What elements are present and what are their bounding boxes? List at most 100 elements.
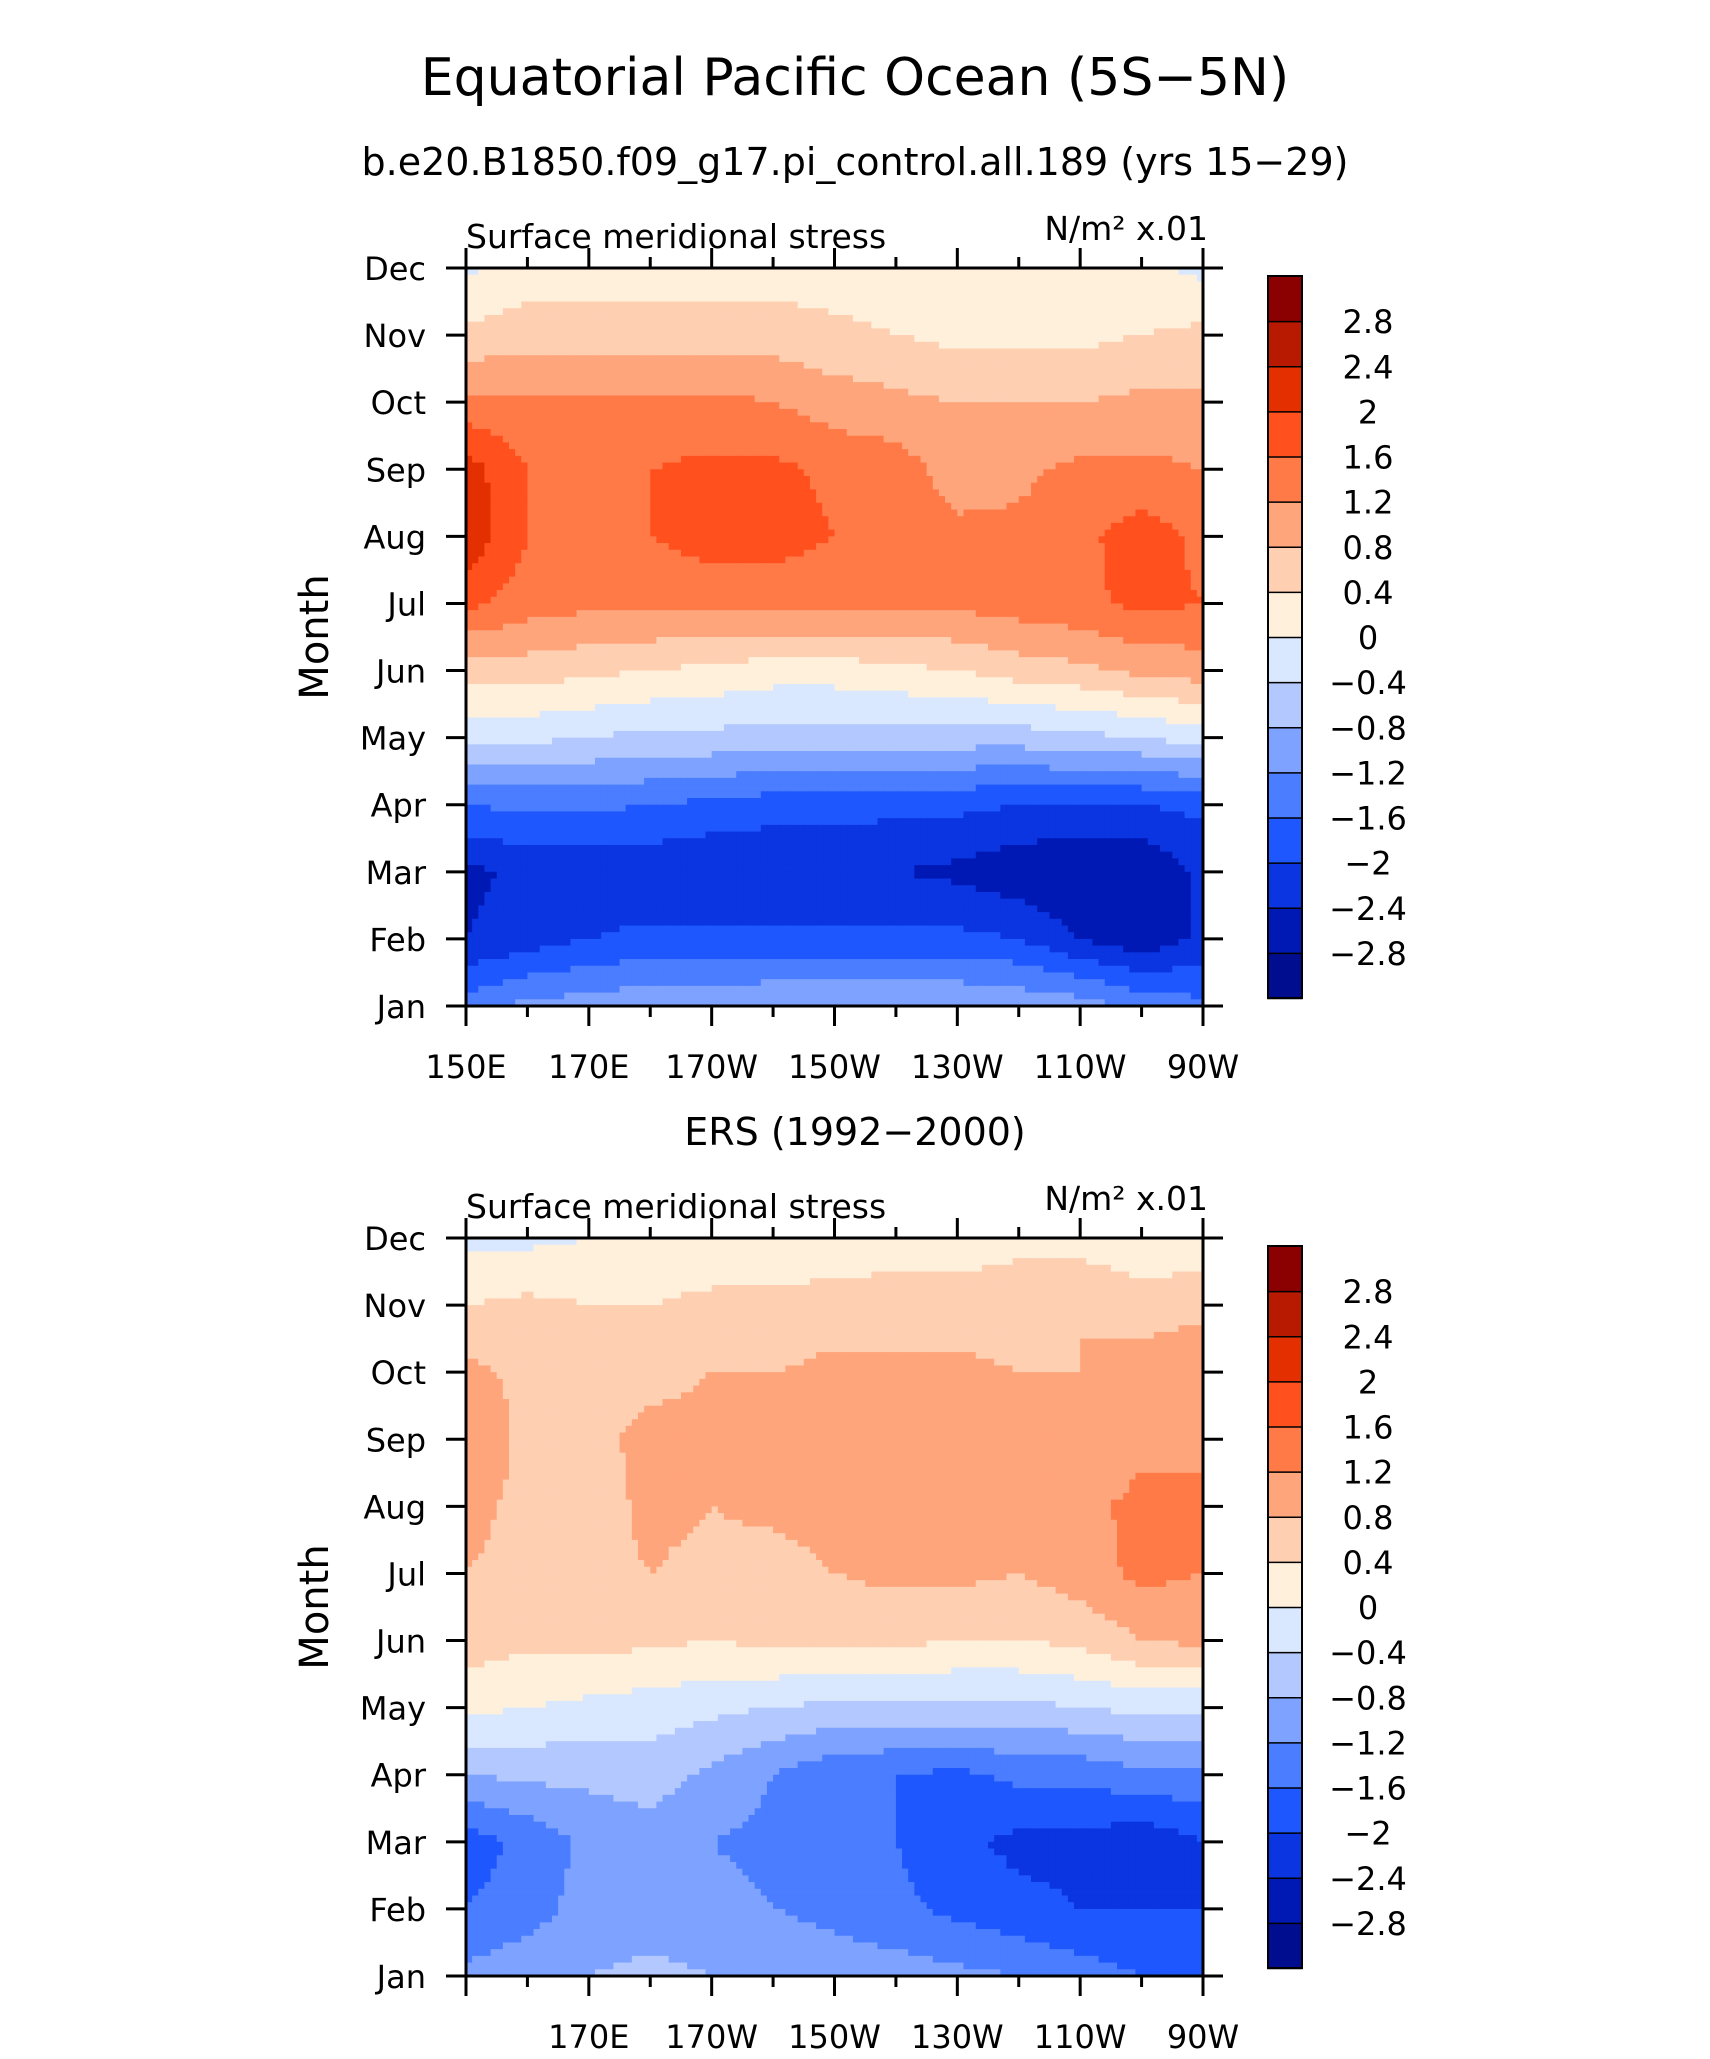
contour-cell [957, 315, 964, 322]
contour-cell [534, 295, 541, 302]
contour-cell [976, 308, 983, 315]
contour-cell [1086, 275, 1093, 282]
contour-cell [1086, 288, 1093, 295]
contour-cell [534, 308, 541, 315]
contour-cell [963, 322, 970, 329]
contour-cell [1086, 308, 1093, 315]
contour-cell [497, 302, 504, 309]
contour-cell [1117, 288, 1124, 295]
contour-cell [1160, 281, 1167, 288]
contour-cell [951, 295, 958, 302]
contour-cell [773, 275, 780, 282]
contour-cell [785, 288, 792, 295]
contour-cell [914, 322, 921, 329]
contour-cell [1019, 308, 1026, 315]
contour-cell [681, 288, 688, 295]
contour-cell [908, 288, 915, 295]
contour-cell [601, 288, 608, 295]
contour-cell [994, 288, 1001, 295]
contour-cell [515, 328, 522, 335]
contour-cell [816, 281, 823, 288]
contour-cell [730, 302, 737, 309]
contour-cell [509, 275, 516, 282]
contour-cell [1025, 315, 1032, 322]
contour-cell [963, 275, 970, 282]
contour-cell [957, 308, 964, 315]
contour-cell [853, 281, 860, 288]
contour-cell [951, 275, 958, 282]
contour-cell [736, 288, 743, 295]
contour-cell [675, 275, 682, 282]
contour-cell [570, 288, 577, 295]
contour-cell [982, 295, 989, 302]
contour-cell [1166, 322, 1173, 329]
contour-cell [896, 281, 903, 288]
contour-cell [1092, 281, 1099, 288]
contour-cell [920, 275, 927, 282]
contour-cell [1178, 281, 1185, 288]
contour-cell [1092, 288, 1099, 295]
contour-cell [589, 302, 596, 309]
contour-cell [908, 308, 915, 315]
contour-cell [920, 315, 927, 322]
contour-cell [1148, 281, 1155, 288]
contour-cell [558, 302, 565, 309]
contour-cell [613, 315, 620, 322]
contour-cell [865, 302, 872, 309]
contour-cell [699, 302, 706, 309]
contour-cell [650, 322, 657, 329]
contour-cell [933, 308, 940, 315]
contour-cell [1191, 315, 1198, 322]
contour-cell [509, 315, 516, 322]
contour-cell [497, 275, 504, 282]
contour-cell [626, 281, 633, 288]
contour-cell [1172, 275, 1179, 282]
contour-cell [761, 295, 768, 302]
contour-cell [1135, 281, 1142, 288]
contour-cell [718, 315, 725, 322]
contour-cell [749, 322, 756, 329]
contour-cell [914, 308, 921, 315]
contour-cell [564, 275, 571, 282]
contour-cell [1142, 275, 1149, 282]
contour-cell [613, 302, 620, 309]
contour-cell [828, 275, 835, 282]
contour-cell [896, 315, 903, 322]
contour-cell [484, 288, 491, 295]
contour-cell [835, 308, 842, 315]
contour-cell [595, 288, 602, 295]
contour-cell [699, 288, 706, 295]
contour-cell [877, 308, 884, 315]
contour-cell [583, 288, 590, 295]
contour-cell [724, 322, 731, 329]
contour-cell [1166, 302, 1173, 309]
contour-cell [853, 295, 860, 302]
contour-cell [595, 295, 602, 302]
contour-cell [669, 315, 676, 322]
contour-cell [1123, 315, 1130, 322]
contour-cell [478, 295, 485, 302]
contour-cell [1062, 315, 1069, 322]
contour-cell [595, 281, 602, 288]
contour-cell [632, 288, 639, 295]
contour-cell [1037, 295, 1044, 302]
contour-cell [706, 315, 713, 322]
figure-title: Equatorial Pacific Ocean (5S−5N) [421, 48, 1289, 108]
contour-cell [1062, 288, 1069, 295]
contour-cell [638, 295, 645, 302]
contour-cell [1080, 308, 1087, 315]
contour-cell [902, 275, 909, 282]
contour-cell [792, 288, 799, 295]
contour-cell [552, 288, 559, 295]
contour-cell [1185, 281, 1192, 288]
contour-cell [1191, 281, 1198, 288]
contour-cell [632, 281, 639, 288]
contour-cell [859, 295, 866, 302]
figure-subtitle: b.e20.B1850.f09_g17.pi_control.all.189 (… [362, 140, 1349, 184]
contour-cell [656, 288, 663, 295]
contour-cell [613, 308, 620, 315]
contour-cell [712, 288, 719, 295]
contour-cell [656, 315, 663, 322]
contour-cell [933, 315, 940, 322]
contour-cell [1099, 275, 1106, 282]
